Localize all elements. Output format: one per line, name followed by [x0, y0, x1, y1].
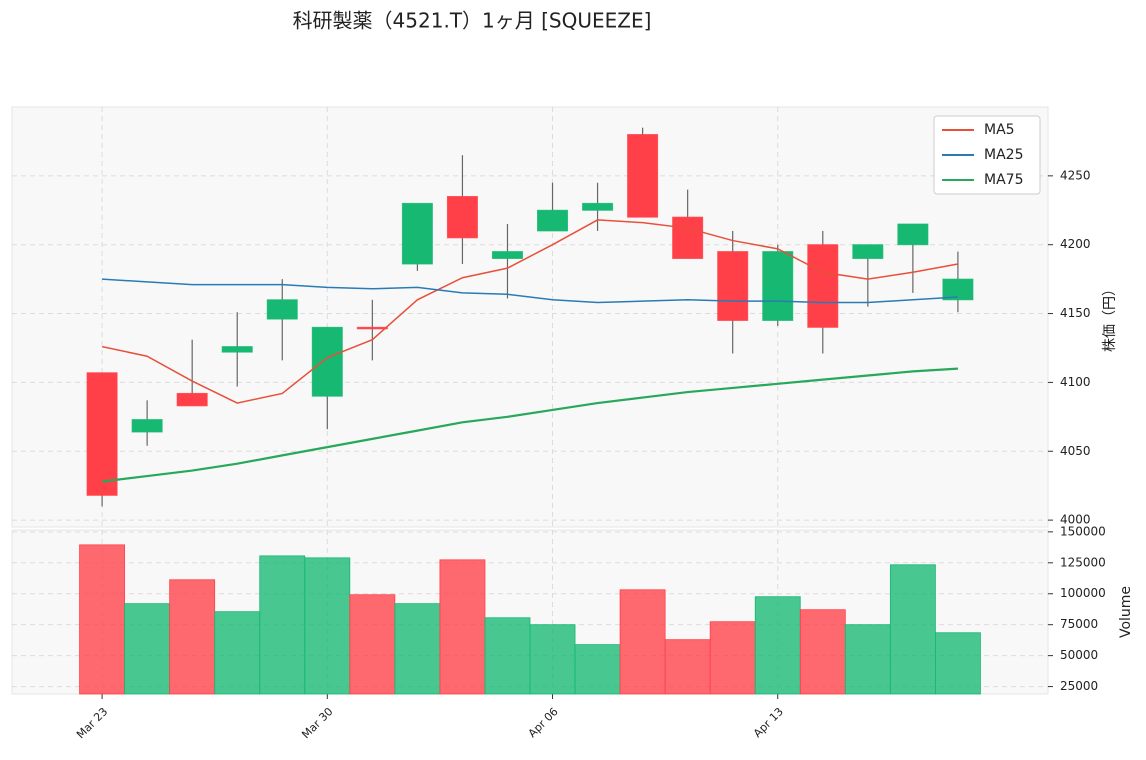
legend-label: MA5: [984, 122, 1015, 138]
volume-bar: [439, 559, 486, 695]
volume-bar: [889, 564, 936, 695]
candle-body: [311, 326, 343, 397]
y-tick-label: 4150: [1060, 306, 1091, 320]
candle-body: [266, 299, 298, 320]
candle-body: [942, 278, 974, 301]
volume-bar: [619, 589, 666, 695]
volume-bar: [844, 624, 891, 695]
candle-body: [762, 251, 794, 321]
y-tick-label: 150000: [1060, 524, 1106, 538]
y-tick-label: 4200: [1060, 237, 1091, 251]
candle-body: [582, 202, 614, 211]
price-panel: [11, 106, 1049, 528]
legend-box: [933, 115, 1041, 195]
volume-bar: [664, 639, 711, 695]
volume-bar: [214, 611, 261, 695]
candle-body: [852, 244, 884, 259]
ma-line: [101, 367, 958, 483]
volume-bar: [799, 609, 846, 695]
volume-bar: [169, 579, 216, 695]
candle-body: [86, 372, 118, 496]
candle-body: [897, 223, 929, 246]
volume-bar: [484, 617, 531, 695]
y-tick-label: 4000: [1060, 513, 1091, 527]
candle-body: [717, 251, 749, 321]
legend-label: MA75: [984, 172, 1023, 188]
x-tick-label: Mar 23: [74, 705, 110, 741]
candle-body: [807, 244, 839, 328]
candle-body: [491, 251, 523, 259]
volume-bar: [754, 596, 801, 695]
ma-line: [101, 219, 959, 404]
legend-label: MA25: [984, 147, 1023, 163]
candle-body: [537, 209, 569, 232]
volume-bar: [124, 603, 171, 695]
x-tick-label: Mar 30: [299, 705, 335, 741]
ma-line: [102, 278, 958, 304]
candle-body: [176, 392, 208, 407]
candle-body: [131, 419, 163, 433]
volume-bar: [709, 621, 756, 695]
candle-body: [627, 134, 659, 218]
volume-bar: [934, 632, 981, 695]
volume-bar: [394, 603, 441, 695]
x-tick-label: Apr 13: [751, 705, 786, 740]
volume-bar: [574, 644, 621, 695]
y-axis-label: 株価（円）: [1102, 282, 1118, 352]
volume-bar: [529, 624, 576, 695]
y-tick-label: 25000: [1060, 679, 1098, 693]
candle-body: [401, 202, 433, 265]
y-tick-label: 4050: [1060, 444, 1091, 458]
y-tick-label: 125000: [1060, 555, 1106, 569]
volume-bar: [79, 544, 126, 695]
candle-body: [672, 216, 704, 259]
x-tick-label: Apr 06: [526, 705, 561, 740]
y-tick-label: 100000: [1060, 586, 1106, 600]
chart-title: 科研製薬（4521.T）1ヶ月 [SQUEEZE]: [293, 9, 652, 33]
candle-body: [221, 346, 253, 353]
y-tick-label: 50000: [1060, 648, 1098, 662]
y-tick-label: 4100: [1060, 375, 1091, 389]
volume-bar: [259, 555, 306, 695]
candle-body: [356, 326, 388, 330]
candle-body: [446, 196, 478, 239]
volume-axis-label: Volume: [1118, 586, 1134, 638]
y-tick-label: 75000: [1060, 617, 1098, 631]
y-tick-label: 4250: [1060, 168, 1091, 182]
volume-bar: [304, 557, 351, 695]
volume-bar: [349, 594, 396, 695]
